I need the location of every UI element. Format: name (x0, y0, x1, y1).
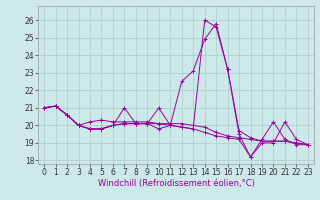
X-axis label: Windchill (Refroidissement éolien,°C): Windchill (Refroidissement éolien,°C) (98, 179, 254, 188)
